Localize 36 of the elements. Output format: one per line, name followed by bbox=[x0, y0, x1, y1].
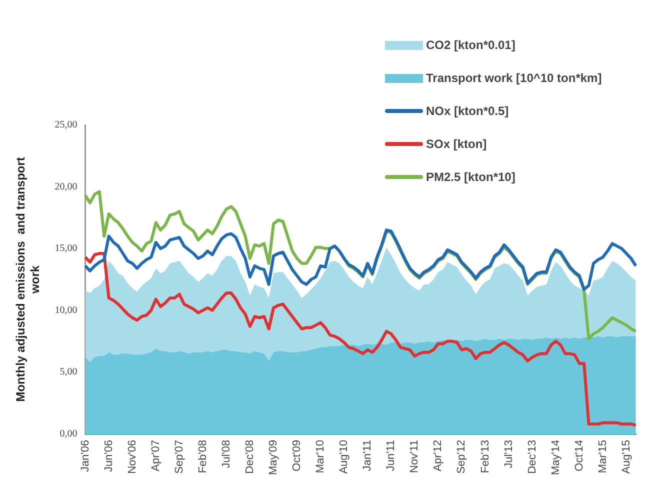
x-tick-label: Mar'10 bbox=[314, 440, 327, 474]
legend-label: CO2 [kton*0.01] bbox=[426, 38, 516, 52]
y-tick-label: 20,00 bbox=[54, 181, 78, 192]
y-tick-label: 15,00 bbox=[54, 243, 78, 254]
x-tick-label: Nov'11 bbox=[408, 440, 421, 473]
y-tick-label: 10,00 bbox=[54, 304, 78, 316]
x-tick-label: Feb'08 bbox=[196, 440, 209, 474]
legend-label: PM2.5 [kton*10] bbox=[426, 170, 516, 184]
x-tick-label: Jun'06 bbox=[102, 440, 115, 472]
x-tick-label: Dec'08 bbox=[244, 440, 256, 474]
x-tick-label: Sep'07 bbox=[173, 440, 186, 474]
x-tick-label: Mar'15 bbox=[596, 440, 609, 474]
legend-label: NOx [kton*0.5] bbox=[426, 104, 509, 118]
x-tick-label: Feb'13 bbox=[479, 440, 492, 474]
x-tick-label: Jul'08 bbox=[220, 440, 232, 468]
x-tick-label: Nov'06 bbox=[126, 440, 138, 474]
x-tick-label: Jan'06 bbox=[79, 440, 92, 472]
legend-label: SOx [kton] bbox=[426, 137, 487, 151]
x-tick-label: Apr'07 bbox=[150, 440, 162, 472]
x-tick-label: Dec'13 bbox=[526, 440, 538, 474]
y-tick-label: 25,00 bbox=[54, 120, 78, 131]
x-tick-label: Sep'12 bbox=[456, 440, 468, 474]
legend-label: Transport work [10^10 ton*km] bbox=[426, 71, 602, 85]
x-tick-label: May'09 bbox=[268, 440, 280, 476]
x-tick-label: Jan'11 bbox=[362, 440, 374, 472]
x-tick-label: Oct'14 bbox=[573, 440, 586, 472]
x-tick-label: Oct'09 bbox=[291, 440, 304, 472]
y-tick-label: 0,00 bbox=[60, 428, 78, 440]
x-tick-label: Apr'12 bbox=[432, 440, 444, 472]
x-tick-label: Aug'15 bbox=[620, 440, 632, 474]
y-tick-label: 5,00 bbox=[60, 366, 78, 378]
x-tick-label: May'14 bbox=[550, 440, 562, 476]
y-axis-title: Monthly adjusted emissions and transport work bbox=[14, 157, 42, 402]
x-tick-label: Aug'10 bbox=[338, 440, 350, 474]
x-tick-label: Jun'11 bbox=[385, 440, 398, 472]
x-tick-label: Jul'13 bbox=[502, 440, 515, 468]
